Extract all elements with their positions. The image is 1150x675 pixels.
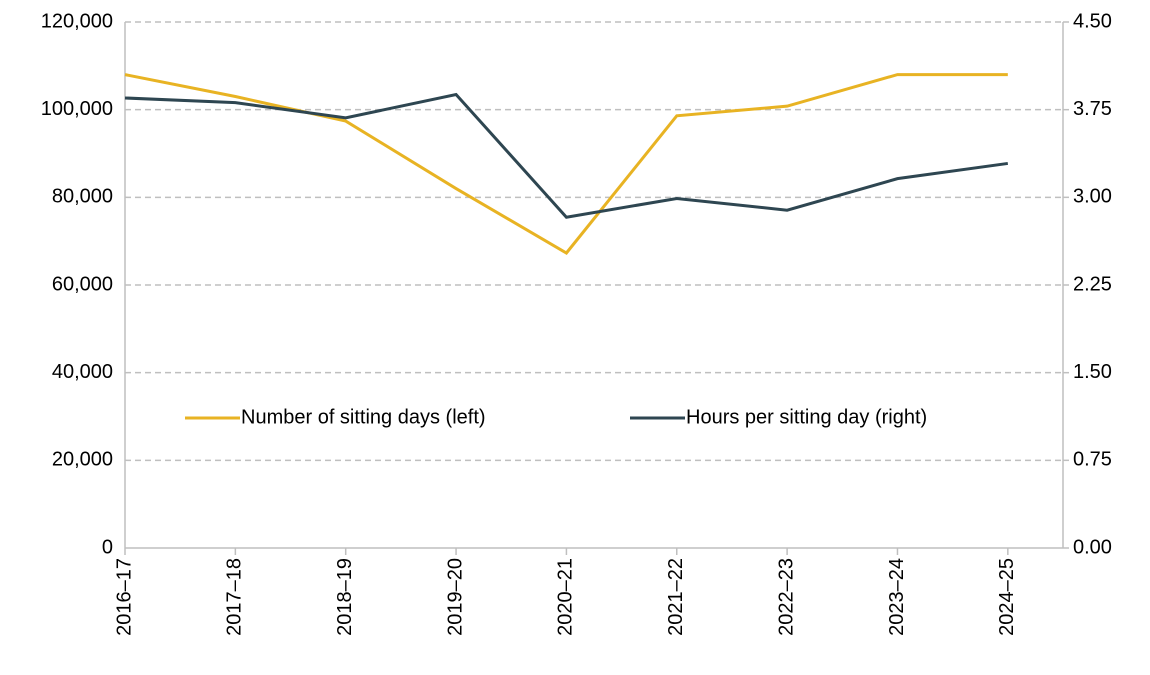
y2-tick-label: 3.75 — [1073, 98, 1112, 120]
x-tick-label: 2016–17 — [113, 558, 135, 636]
x-tick-label: 2019–20 — [444, 558, 466, 636]
x-tick-label: 2017–18 — [224, 558, 246, 636]
y2-tick-label: 4.50 — [1073, 10, 1112, 32]
line-series — [124, 92, 1009, 219]
x-tick-label: 2021–22 — [665, 558, 687, 636]
y-tick-label: 80,000 — [52, 186, 113, 208]
y2-tick-label: 2.25 — [1073, 273, 1112, 295]
y-tick-label: 60,000 — [52, 273, 113, 295]
y2-tick-label: 1.50 — [1073, 361, 1112, 383]
legend-label: Hours per sitting day (right) — [686, 406, 927, 428]
y-tick-label: 120,000 — [41, 10, 113, 32]
legend-label: Number of sitting days (left) — [241, 406, 486, 428]
x-tick-label: 2018–19 — [334, 558, 356, 636]
x-tick-label: 2022–23 — [775, 558, 797, 636]
y-tick-label: 100,000 — [41, 98, 113, 120]
y-tick-label: 40,000 — [52, 361, 113, 383]
x-tick-label: 2023–24 — [886, 558, 908, 636]
x-tick-label: 2024–25 — [996, 558, 1018, 636]
y2-tick-label: 3.00 — [1073, 186, 1112, 208]
y-tick-label: 0 — [102, 536, 113, 558]
x-tick-label: 2020–21 — [555, 558, 577, 636]
line-series — [124, 73, 1008, 255]
y2-tick-label: 0.00 — [1073, 536, 1112, 558]
y-tick-label: 20,000 — [52, 449, 113, 471]
y2-tick-label: 0.75 — [1073, 449, 1112, 471]
